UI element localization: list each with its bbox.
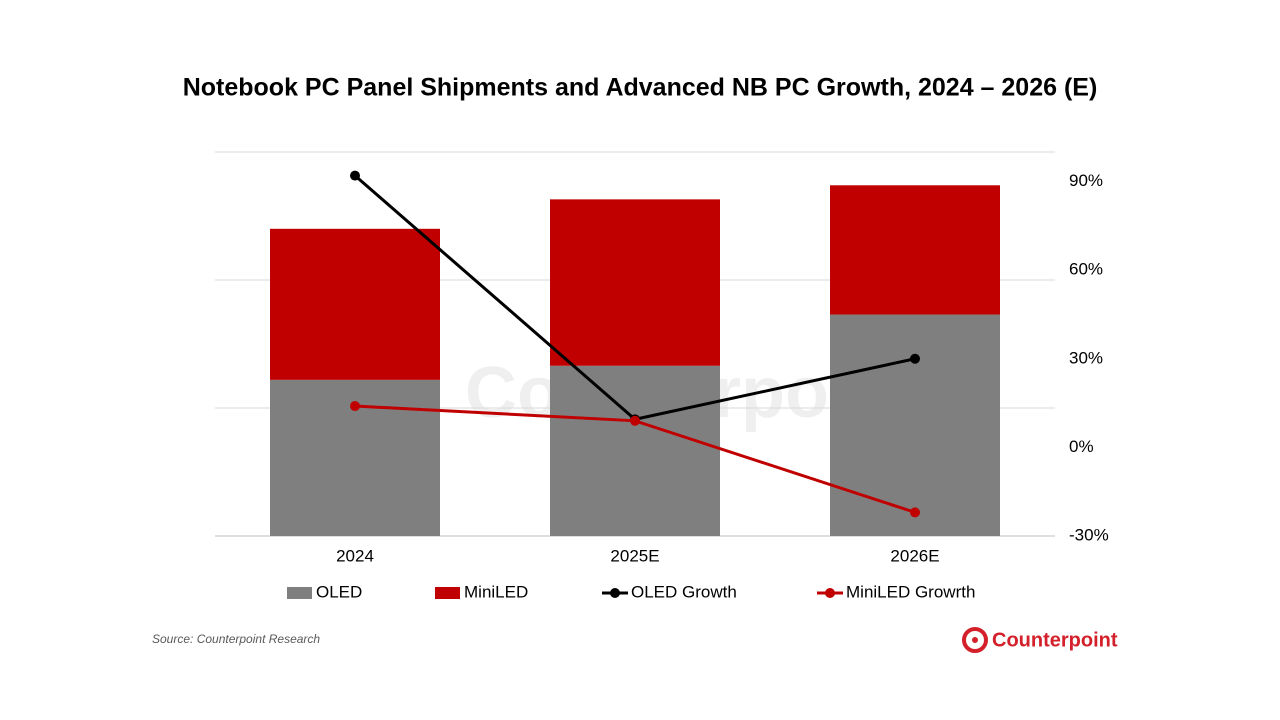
legend-swatch bbox=[287, 587, 312, 599]
brand-icon bbox=[962, 627, 988, 653]
x-tick-label: 2026E bbox=[890, 546, 939, 565]
line-point bbox=[910, 353, 920, 364]
line-point bbox=[350, 170, 360, 181]
chart-title: Notebook PC Panel Shipments and Advanced… bbox=[183, 74, 1098, 102]
legend-label: MiniLED bbox=[464, 582, 528, 601]
bar bbox=[270, 228, 440, 380]
bar bbox=[830, 185, 1000, 315]
legend-label: OLED bbox=[316, 582, 362, 601]
bar bbox=[550, 365, 720, 536]
x-tick-label: 2024 bbox=[336, 546, 374, 565]
legend-label: OLED Growth bbox=[631, 582, 737, 601]
x-tick-label: 2025E bbox=[610, 546, 659, 565]
bar bbox=[830, 314, 1000, 536]
y2-tick-label: -30% bbox=[1069, 525, 1109, 544]
brand-icon-dot bbox=[972, 637, 978, 643]
y2-tick-label: 30% bbox=[1069, 348, 1103, 367]
legend-label: MiniLED Growrth bbox=[846, 582, 975, 601]
brand-text: Counterpoint bbox=[992, 629, 1118, 651]
line-point bbox=[350, 401, 360, 412]
legend-swatch-dot bbox=[825, 588, 835, 598]
y2-tick-label: 0% bbox=[1069, 437, 1094, 456]
legend-swatch bbox=[435, 587, 460, 599]
bar bbox=[550, 199, 720, 366]
y2-tick-label: 60% bbox=[1069, 260, 1103, 279]
brand-logo: Counterpoint bbox=[962, 627, 1118, 653]
line-point bbox=[910, 507, 920, 518]
legend-swatch-dot bbox=[610, 588, 620, 598]
y2-tick-label: 90% bbox=[1069, 171, 1103, 190]
source-note: Source: Counterpoint Research bbox=[152, 632, 320, 646]
line-point bbox=[630, 415, 640, 426]
